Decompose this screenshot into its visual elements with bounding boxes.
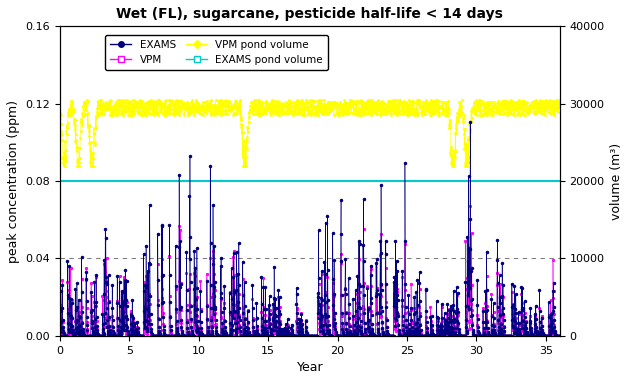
Legend: EXAMS, VPM, VPM pond volume, EXAMS pond volume: EXAMS, VPM, VPM pond volume, EXAMS pond … bbox=[105, 35, 328, 70]
X-axis label: Year: Year bbox=[297, 361, 323, 374]
Y-axis label: peak concentration (ppm): peak concentration (ppm) bbox=[7, 99, 20, 263]
Y-axis label: volume (m³): volume (m³) bbox=[610, 142, 623, 219]
Title: Wet (FL), sugarcane, pesticide half-life < 14 days: Wet (FL), sugarcane, pesticide half-life… bbox=[117, 7, 503, 21]
